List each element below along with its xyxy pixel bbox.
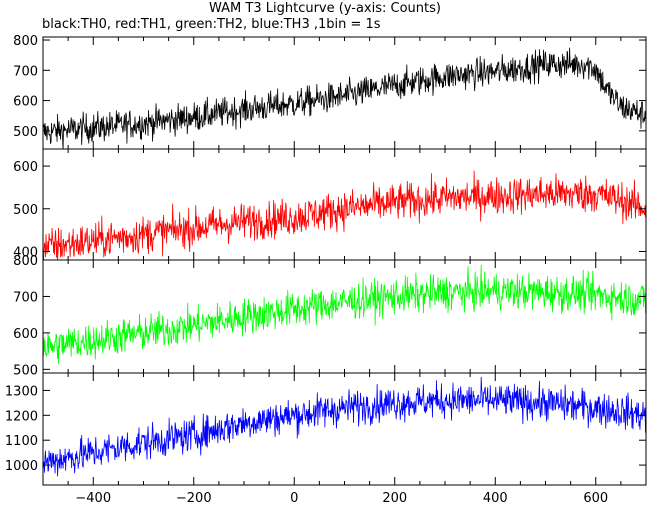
y-tick-label: 600 bbox=[13, 327, 38, 342]
x-tick-label: −400 bbox=[75, 491, 111, 505]
chart-subtitle: black:TH0, red:TH1, green:TH2, blue:TH3 … bbox=[42, 17, 381, 32]
panel-frame-th3 bbox=[42, 372, 647, 486]
y-tick-label: 600 bbox=[13, 95, 38, 110]
x-tick-label: 400 bbox=[483, 491, 508, 505]
y-tick-label: 600 bbox=[13, 160, 38, 175]
series-line-th1 bbox=[43, 170, 646, 260]
panel-frame-th2 bbox=[42, 259, 647, 374]
y-tick-label: 800 bbox=[13, 254, 38, 269]
y-tick-label: 500 bbox=[13, 203, 38, 218]
series-line-th2 bbox=[43, 264, 646, 365]
y-tick-label: 800 bbox=[13, 34, 38, 49]
y-tick-label: 700 bbox=[13, 64, 38, 79]
y-tick-label: 400 bbox=[13, 245, 38, 260]
y-tick-label: 1100 bbox=[5, 434, 38, 449]
y-tick-label: 500 bbox=[13, 363, 38, 378]
series-line-th0 bbox=[43, 47, 646, 149]
y-tick-label: 1300 bbox=[5, 384, 38, 399]
x-tick-label: 0 bbox=[290, 491, 298, 505]
y-tick-label: 1000 bbox=[5, 459, 38, 474]
y-tick-label: 1200 bbox=[5, 409, 38, 424]
x-tick-label: 600 bbox=[583, 491, 608, 505]
x-tick-label: −200 bbox=[176, 491, 212, 505]
x-tick-label: 200 bbox=[382, 491, 407, 505]
y-tick-label: 500 bbox=[13, 125, 38, 140]
chart-title: WAM T3 Lightcurve (y-axis: Counts) bbox=[209, 1, 441, 16]
series-line-th3 bbox=[43, 377, 646, 477]
y-tick-label: 700 bbox=[13, 290, 38, 305]
